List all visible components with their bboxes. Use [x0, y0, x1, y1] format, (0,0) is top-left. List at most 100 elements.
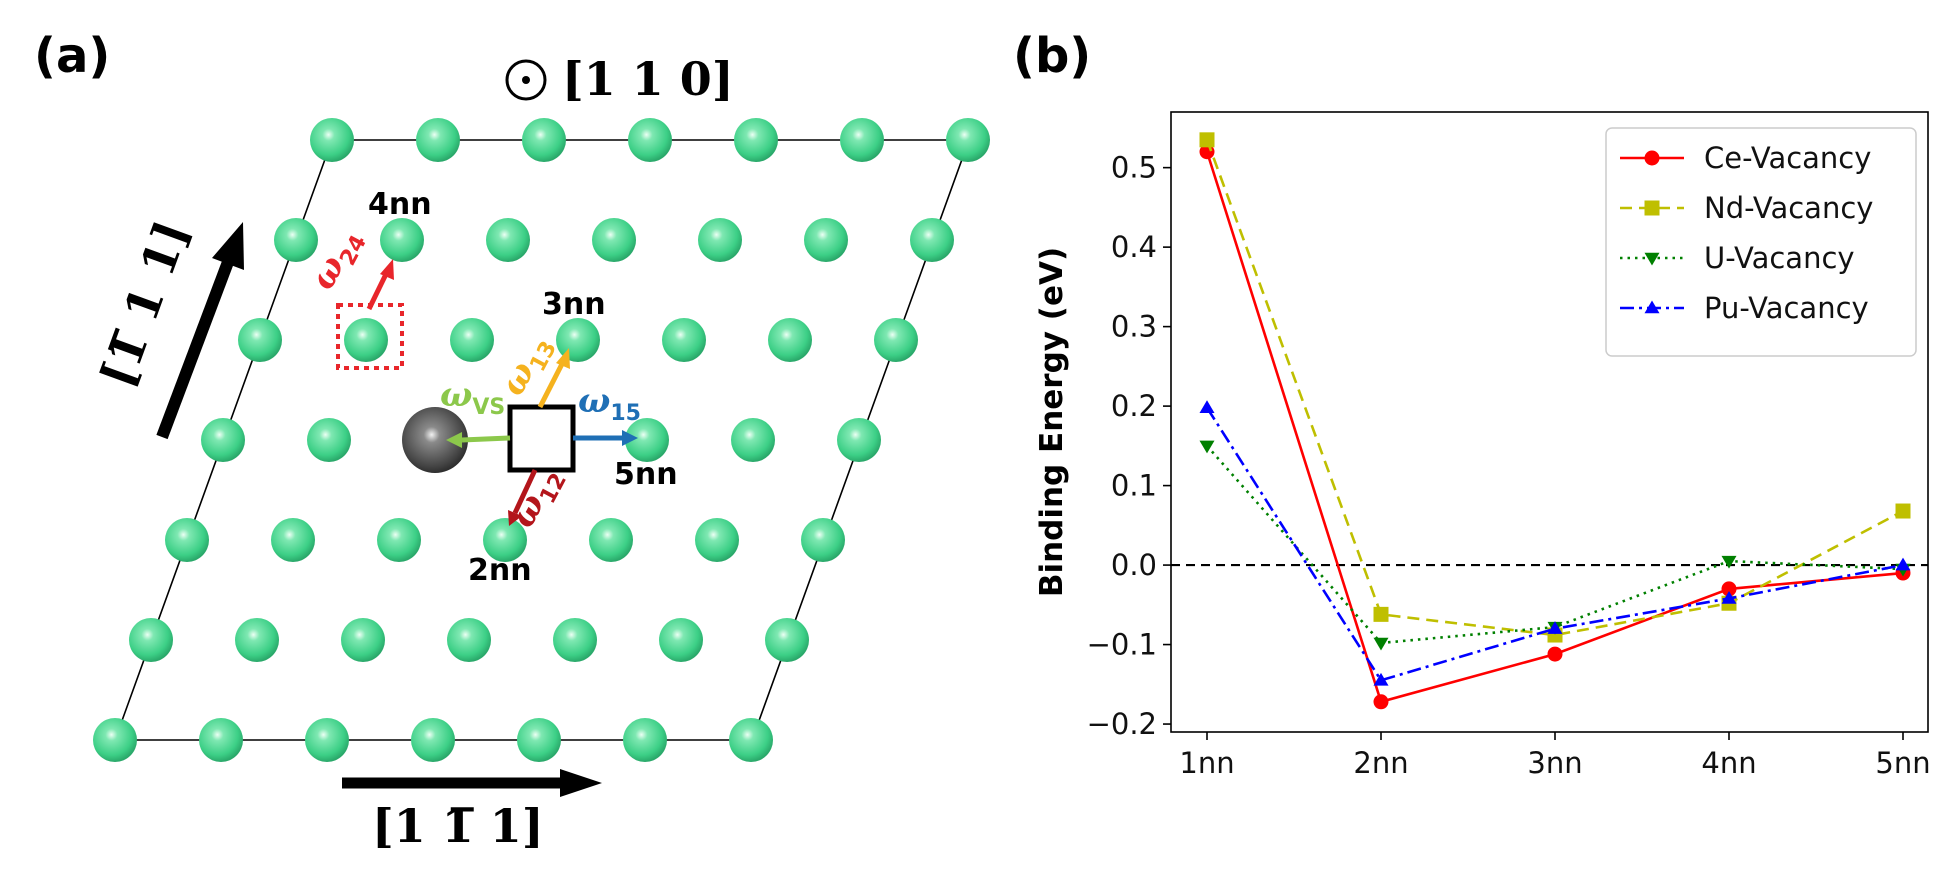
legend-marker-nd-vacancy — [1644, 200, 1660, 216]
lattice-atoms — [93, 118, 990, 762]
legend-label-ce-vacancy: Ce-Vacancy — [1704, 141, 1871, 175]
solute-atom — [402, 407, 468, 473]
plot-frame — [1170, 111, 1929, 733]
label-3nn: 3nn — [542, 287, 606, 322]
lattice-atom — [731, 418, 775, 462]
lattice-atom — [659, 618, 703, 662]
y-tick-label: 0.0 — [1111, 548, 1157, 582]
out-of-plane-direction-icon — [505, 59, 547, 101]
lattice-atom — [483, 518, 527, 562]
lattice-atom — [801, 518, 845, 562]
data-point-nd-vacancy — [1373, 606, 1389, 622]
data-point-pu-vacancy — [1895, 557, 1911, 571]
legend-marker-pu-vacancy — [1644, 300, 1660, 314]
lattice-atom — [695, 518, 739, 562]
lattice-atom — [522, 118, 566, 162]
series-pu-vacancy — [1199, 400, 1911, 686]
data-point-u-vacancy — [1373, 637, 1389, 651]
lattice-atom — [344, 318, 388, 362]
lattice-atom — [734, 118, 778, 162]
lattice-atom — [380, 218, 424, 262]
panel-b: (b) −0.2 −0.1 0.0 0.1 0.2 0.3 0.4 0.5 1nn 2nn 3nn… — [1013, 28, 1931, 780]
lattice-atom — [201, 418, 245, 462]
omega-vs-label: ωVS — [440, 375, 505, 420]
lattice-atom — [199, 718, 243, 762]
lattice-atom — [874, 318, 918, 362]
legend-label-pu-vacancy: Pu-Vacancy — [1704, 291, 1869, 325]
data-point-pu-vacancy — [1721, 590, 1737, 604]
lattice-atom — [625, 418, 669, 462]
lattice-atom — [840, 118, 884, 162]
jump-arrow-13 — [537, 348, 570, 409]
y-tick-label: 0.3 — [1111, 310, 1157, 344]
label-5nn: 5nn — [614, 457, 678, 492]
y-tick-label: −0.1 — [1087, 628, 1157, 662]
x-axis-ticks: 1nn 2nn 3nn 4nn 5nn — [1179, 732, 1931, 780]
lattice-atom — [698, 218, 742, 262]
y-axis-ticks: −0.2 −0.1 0.0 0.1 0.2 0.3 0.4 0.5 — [1087, 151, 1171, 741]
data-point-nd-vacancy — [1199, 132, 1215, 148]
label-2nn: 2nn — [468, 553, 532, 588]
panel-a: (a) [1 1 0] — [34, 28, 990, 853]
panel-a-label: (a) — [34, 28, 110, 84]
lattice-atom — [238, 318, 282, 362]
series-line-nd-vacancy — [1205, 139, 1904, 637]
chart-series — [1199, 132, 1911, 710]
y-axis-title: Binding Energy (eV) — [1034, 247, 1070, 597]
lattice-atom — [517, 718, 561, 762]
series-u-vacancy — [1199, 440, 1911, 651]
lattice-atom — [274, 218, 318, 262]
data-point-pu-vacancy — [1547, 621, 1563, 634]
x-tick-label: 1nn — [1179, 746, 1234, 780]
lattice-atom — [271, 518, 315, 562]
y-tick-label: −0.2 — [1087, 707, 1157, 741]
lattice-atom — [765, 618, 809, 662]
lattice-atom — [411, 718, 455, 762]
x-tick-label: 2nn — [1353, 746, 1408, 780]
data-point-ce-vacancy — [1721, 581, 1737, 597]
data-point-ce-vacancy — [1373, 694, 1389, 710]
x-tick-label: 5nn — [1875, 746, 1930, 780]
left-direction-arrow-icon — [156, 222, 244, 440]
y-tick-label: 0.1 — [1111, 469, 1157, 503]
lattice-atom — [804, 218, 848, 262]
vacancy-site — [507, 404, 576, 473]
bottom-direction-label: [1 1̅ 1] — [372, 799, 544, 853]
jump-arrow-12 — [508, 468, 538, 526]
lattice-atom — [377, 518, 421, 562]
omega-15-label: ω15 — [578, 381, 641, 426]
legend-marker-u-vacancy — [1644, 252, 1660, 266]
legend-box — [1605, 127, 1917, 357]
y-tick-label: 0.2 — [1111, 389, 1157, 423]
lattice-atom — [837, 418, 881, 462]
data-point-ce-vacancy — [1547, 646, 1563, 662]
lattice-atom — [589, 518, 633, 562]
legend-label-nd-vacancy: Nd-Vacancy — [1704, 191, 1873, 225]
bottom-direction-arrow-icon — [342, 769, 602, 797]
lattice-atom — [553, 618, 597, 662]
legend-marker-ce-vacancy — [1644, 150, 1660, 166]
lattice-atom — [305, 718, 349, 762]
lattice-atom — [341, 618, 385, 662]
lattice-atom — [623, 718, 667, 762]
lattice-atom — [768, 318, 812, 362]
jump-arrow-24 — [366, 259, 394, 311]
legend-label-u-vacancy: U-Vacancy — [1704, 241, 1855, 275]
lattice-atom — [235, 618, 279, 662]
lattice-atom — [310, 118, 354, 162]
y-tick-label: 0.5 — [1111, 151, 1157, 185]
lattice-atom — [946, 118, 990, 162]
data-point-nd-vacancy — [1895, 503, 1911, 519]
binding-energy-chart: −0.2 −0.1 0.0 0.1 0.2 0.3 0.4 0.5 1nn 2nn 3nn 4nn 5… — [1034, 111, 1931, 780]
data-point-pu-vacancy — [1199, 400, 1215, 413]
lattice-atom — [93, 718, 137, 762]
jump-arrow-vs — [446, 432, 511, 448]
series-line-u-vacancy — [1206, 444, 1904, 645]
data-point-pu-vacancy — [1373, 672, 1389, 686]
data-point-u-vacancy — [1721, 555, 1737, 569]
lattice-atom — [592, 218, 636, 262]
top-direction-label: [1 1 0] — [562, 52, 734, 106]
lattice-atom — [628, 118, 672, 162]
data-point-u-vacancy — [1199, 440, 1215, 454]
